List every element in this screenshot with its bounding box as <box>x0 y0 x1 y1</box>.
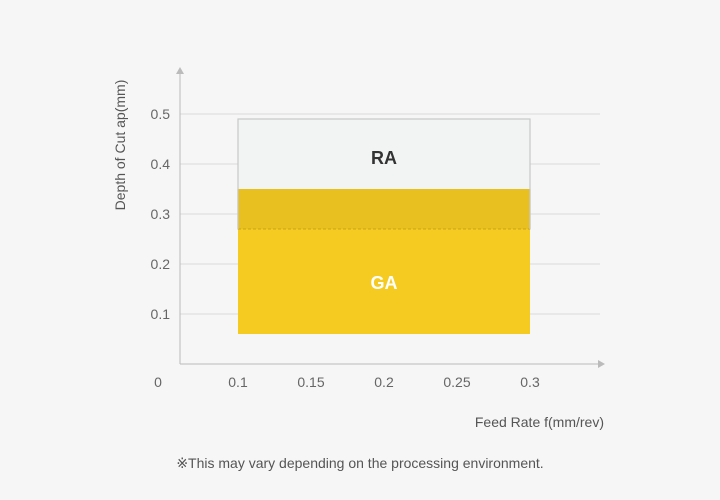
tick-y-2: 0.2 <box>151 256 171 272</box>
tick-labels: 0 0.1 0.15 0.2 0.25 0.3 0.1 0.2 0.3 0.4 0.5 <box>151 106 540 390</box>
x-axis-arrow <box>598 360 605 368</box>
tick-y-3: 0.3 <box>151 206 171 222</box>
region-ra-label: RA <box>371 148 397 168</box>
region-overlap <box>238 189 530 229</box>
tick-x-2: 0.15 <box>297 374 324 390</box>
tick-x-1: 0.1 <box>228 374 248 390</box>
tick-x-5: 0.3 <box>520 374 540 390</box>
tick-y-4: 0.4 <box>151 156 171 172</box>
tick-y-1: 0.1 <box>151 306 171 322</box>
region-ga-label: GA <box>371 273 398 293</box>
axes <box>176 67 605 368</box>
tick-x-4: 0.25 <box>443 374 470 390</box>
tick-origin: 0 <box>154 374 162 390</box>
footnote: ※This may vary depending on the processi… <box>176 455 544 471</box>
regions: RA GA <box>237 118 531 334</box>
tick-y-5: 0.5 <box>151 106 171 122</box>
tick-x-3: 0.2 <box>374 374 394 390</box>
y-axis-label: Depth of Cut ap(mm) <box>112 80 128 211</box>
x-axis-label: Feed Rate f(mm/rev) <box>475 414 604 430</box>
y-axis-arrow <box>176 67 184 74</box>
